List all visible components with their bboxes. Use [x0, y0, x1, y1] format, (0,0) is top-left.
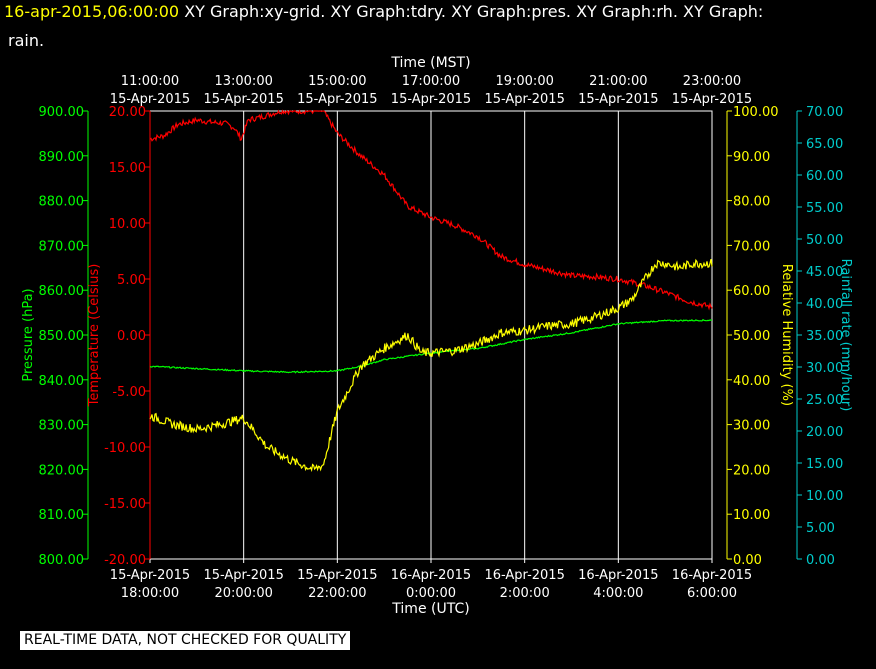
pressure-tick-label: 860.00 — [39, 284, 85, 299]
rain-tick-label: 55.00 — [806, 201, 843, 216]
rain-tick-label: 15.00 — [806, 457, 843, 472]
pressure-tick-label: 820.00 — [39, 463, 85, 478]
top-axis-title: Time (MST) — [390, 55, 470, 71]
rain-tick-label: 35.00 — [806, 329, 843, 344]
rain-tick-label: 40.00 — [806, 297, 843, 312]
top-tick-time-label: 19:00:00 — [495, 74, 553, 89]
temperature-axis-title: Temperature (Celsius) — [87, 264, 102, 408]
top-tick-time-label: 13:00:00 — [214, 74, 272, 89]
top-tick-date-label: 15-Apr-2015 — [484, 92, 564, 107]
bottom-tick-time-label: 22:00:00 — [308, 586, 366, 601]
top-tick-time-label: 17:00:00 — [402, 74, 460, 89]
temperature-tick-label: 0.00 — [117, 329, 146, 344]
rain-tick-label: 20.00 — [806, 425, 843, 440]
humidity-tick-label: 30.00 — [733, 419, 770, 434]
header-title: 16-apr-2015,06:00:00 XY Graph:xy-grid. X… — [4, 2, 763, 21]
top-tick-time-label: 11:00:00 — [121, 74, 179, 89]
temperature-tick-label: 20.00 — [109, 105, 146, 120]
temperature-tick-label: 10.00 — [109, 217, 146, 232]
bottom-tick-time-label: 0:00:00 — [406, 586, 456, 601]
pressure-tick-label: 840.00 — [39, 374, 85, 389]
rain-tick-label: 0.00 — [806, 553, 835, 568]
humidity-series-line — [149, 258, 713, 473]
top-tick-date-label: 15-Apr-2015 — [297, 92, 377, 107]
humidity-tick-label: 40.00 — [733, 374, 770, 389]
header-graph-list-continued: rain. — [8, 31, 45, 50]
bottom-tick-date-label: 16-Apr-2015 — [672, 568, 752, 583]
pressure-tick-label: 870.00 — [39, 239, 85, 254]
top-tick-date-label: 15-Apr-2015 — [578, 92, 658, 107]
humidity-tick-label: 80.00 — [733, 195, 770, 210]
bottom-axis-title: Time (UTC) — [391, 601, 469, 617]
humidity-tick-label: 70.00 — [733, 239, 770, 254]
series-lines — [149, 109, 713, 473]
rain-tick-label: 5.00 — [806, 521, 835, 536]
humidity-axis-title: Relative Humidity (%) — [779, 264, 794, 406]
humidity-tick-label: 90.00 — [733, 150, 770, 165]
temperature-tick-label: -10.00 — [104, 441, 146, 456]
humidity-tick-label: 60.00 — [733, 284, 770, 299]
bottom-tick-date-label: 16-Apr-2015 — [484, 568, 564, 583]
bottom-tick-date-label: 15-Apr-2015 — [297, 568, 377, 583]
bottom-tick-time-label: 6:00:00 — [687, 586, 737, 601]
rain-tick-label: 10.00 — [806, 489, 843, 504]
bottom-tick-date-label: 15-Apr-2015 — [110, 568, 190, 583]
header-timestamp: 16-apr-2015,06:00:00 — [4, 2, 180, 21]
temperature-tick-label: 5.00 — [117, 273, 146, 288]
top-tick-time-label: 21:00:00 — [589, 74, 647, 89]
rain-tick-label: 50.00 — [806, 233, 843, 248]
rain-tick-label: 70.00 — [806, 105, 843, 120]
top-tick-time-label: 15:00:00 — [308, 74, 366, 89]
top-tick-date-label: 15-Apr-2015 — [672, 92, 752, 107]
rain-tick-label: 30.00 — [806, 361, 843, 376]
bottom-tick-time-label: 4:00:00 — [593, 586, 643, 601]
bottom-tick-time-label: 2:00:00 — [500, 586, 550, 601]
pressure-axis-title: Pressure (hPa) — [21, 288, 36, 381]
pressure-tick-label: 850.00 — [39, 329, 85, 344]
top-tick-date-label: 15-Apr-2015 — [203, 92, 283, 107]
rain-tick-label: 45.00 — [806, 265, 843, 280]
pressure-tick-label: 900.00 — [39, 105, 85, 120]
bottom-tick-date-label: 16-Apr-2015 — [391, 568, 471, 583]
quality-warning: REAL-TIME DATA, NOT CHECKED FOR QUALITY — [20, 631, 351, 650]
pressure-tick-label: 890.00 — [39, 150, 85, 165]
pressure-tick-label: 830.00 — [39, 419, 85, 434]
top-tick-time-label: 23:00:00 — [683, 74, 741, 89]
pressure-tick-label: 880.00 — [39, 195, 85, 210]
humidity-tick-label: 10.00 — [733, 508, 770, 523]
humidity-tick-label: 0.00 — [733, 553, 762, 568]
rain-tick-label: 60.00 — [806, 169, 843, 184]
rain-axis-title: Rainfall rate (mm/hour) — [838, 259, 853, 412]
temperature-tick-label: -15.00 — [104, 497, 146, 512]
temperature-tick-label: -20.00 — [104, 553, 146, 568]
pressure-tick-label: 810.00 — [39, 508, 85, 523]
bottom-tick-date-label: 15-Apr-2015 — [203, 568, 283, 583]
pressure-tick-label: 800.00 — [39, 553, 85, 568]
temperature-tick-label: -5.00 — [112, 385, 146, 400]
top-tick-date-label: 15-Apr-2015 — [110, 92, 190, 107]
header-graph-list: XY Graph:xy-grid. XY Graph:tdry. XY Grap… — [184, 2, 764, 21]
bottom-tick-date-label: 16-Apr-2015 — [578, 568, 658, 583]
grid-lines — [243, 111, 619, 559]
temperature-tick-label: 15.00 — [109, 161, 146, 176]
axes: 11:00:00 15-Apr-2015 13:00:00 15-Apr-2015 15… — [21, 74, 853, 601]
rain-tick-label: 25.00 — [806, 393, 843, 408]
temperature-series-line — [149, 109, 713, 311]
top-tick-date-label: 15-Apr-2015 — [391, 92, 471, 107]
humidity-tick-label: 100.00 — [733, 105, 779, 120]
humidity-tick-label: 50.00 — [733, 329, 770, 344]
rain-tick-label: 65.00 — [806, 137, 843, 152]
bottom-tick-time-label: 20:00:00 — [214, 586, 272, 601]
bottom-tick-time-label: 18:00:00 — [121, 586, 179, 601]
humidity-tick-label: 20.00 — [733, 463, 770, 478]
